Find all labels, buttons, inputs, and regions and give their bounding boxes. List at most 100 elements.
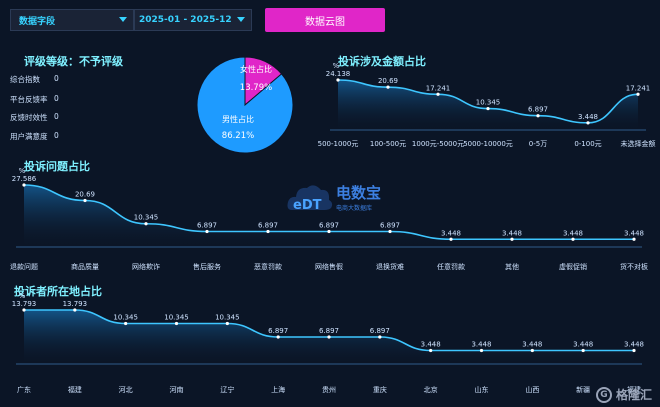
data-label: 3.448 [578, 113, 598, 121]
unit-label: % [19, 292, 26, 300]
data-point [632, 237, 636, 241]
x-tick-label: 虚假促销 [559, 262, 587, 271]
rating-item-label: 平台反馈率 [10, 95, 48, 104]
data-label: 6.897 [319, 221, 339, 229]
data-label: 13.793 [63, 300, 88, 308]
x-tick-label: 恶意罚款 [254, 262, 282, 271]
x-tick-label: 福建 [627, 385, 641, 394]
data-point [336, 78, 340, 82]
chevron-down-icon [119, 17, 127, 22]
data-label: 6.897 [380, 221, 400, 229]
x-tick-label: 商品质量 [71, 262, 99, 271]
rating-item: 平台反馈率 0 [10, 94, 59, 105]
data-point [124, 321, 128, 326]
rating-item: 用户满意度 0 [10, 131, 59, 142]
data-point [571, 237, 575, 241]
data-label: 6.897 [268, 327, 288, 335]
issue-area-chart: %27.586 退款问题 20.69 商品质量 10.345 网络欺诈 6.897 售后服务 6… [10, 167, 648, 271]
amount-chart-title: 投诉涉及金额占比 [338, 55, 426, 68]
x-tick-label: 北京 [424, 385, 438, 394]
data-point [388, 229, 392, 234]
data-cloud-button[interactable]: 数据云图 [265, 8, 385, 32]
data-point [479, 348, 484, 353]
x-tick-label: 山东 [475, 385, 489, 394]
data-label: 6.897 [319, 327, 339, 335]
x-tick-label: 500-1000元 [318, 140, 359, 148]
data-label: 3.448 [624, 229, 644, 237]
x-tick-label: 0-5万 [529, 140, 547, 148]
data-label: 3.448 [421, 341, 441, 349]
data-point [436, 92, 440, 96]
data-label: 10.345 [215, 313, 240, 321]
data-label: 24.138 [326, 70, 351, 78]
x-tick-label: 0-100元 [574, 140, 601, 148]
rating-title: 评级等级：不予评级 [24, 55, 123, 68]
x-tick-label: 上海 [271, 385, 285, 394]
x-tick-label: 辽宁 [220, 385, 234, 394]
data-point [632, 348, 636, 353]
field-select-label: 数据字段 [19, 16, 56, 27]
data-label: 3.448 [441, 229, 461, 237]
amount-area-chart: %24.138 500-1000元 20.69 100-500元 17.241 1000元… [318, 62, 656, 148]
x-tick-label: 5000-10000元 [463, 140, 513, 148]
x-tick-label: 山西 [525, 385, 539, 394]
data-label: 3.448 [471, 341, 491, 349]
x-tick-label: 其他 [505, 262, 519, 271]
data-label: 3.448 [624, 341, 644, 349]
rating-item-value: 0 [54, 94, 59, 103]
field-select[interactable]: 数据字段 [10, 9, 134, 31]
data-point [327, 229, 331, 234]
x-tick-label: 未选择金额 [621, 139, 656, 148]
data-label: 3.448 [502, 229, 522, 237]
watermark-icon: G [595, 386, 612, 403]
data-label: 6.897 [370, 327, 390, 335]
pie-label: 男性占比 [222, 114, 254, 124]
x-tick-label: 河南 [170, 385, 184, 394]
x-tick-label: 货不对板 [620, 262, 648, 271]
x-tick-label: 任意罚款 [437, 262, 465, 271]
cloud-logo-icon: eDT 电数宝 电商大数据库 [287, 184, 381, 213]
area-fill [338, 80, 638, 130]
data-point [386, 85, 390, 89]
data-label: 3.448 [573, 341, 593, 349]
data-label: 10.345 [113, 313, 138, 321]
pie-value-label: 86.21% [222, 131, 254, 141]
rating-item-value: 0 [54, 131, 59, 140]
data-point [449, 237, 453, 241]
area-fill [24, 185, 634, 247]
data-label: 20.69 [378, 77, 398, 85]
data-label: 6.897 [197, 221, 217, 229]
chevron-down-icon [237, 17, 245, 22]
edt-logo: eDT 电数宝 电商大数据库 [286, 176, 396, 216]
gender-pie-chart: 女性占比 13.79% 男性占比 86.21% [196, 56, 294, 154]
data-label: 3.448 [563, 229, 583, 237]
pie-value-label: 13.79% [240, 83, 272, 93]
rating-item-label: 综合指数 [10, 75, 40, 84]
data-point [205, 229, 209, 234]
rating-item-label: 用户满意度 [10, 132, 48, 141]
unit-label: % [333, 62, 340, 70]
x-tick-label: 网络售假 [315, 262, 343, 271]
pie-label: 女性占比 [240, 64, 272, 74]
x-tick-label: 售后服务 [193, 262, 221, 271]
data-label: 10.345 [476, 99, 501, 107]
date-range-select[interactable]: 2025-01 - 2025-12 [134, 9, 252, 31]
data-label: 17.241 [626, 84, 651, 92]
data-label: 13.793 [12, 300, 37, 308]
watermark-text: 格隆汇 [615, 388, 652, 402]
x-tick-label: 新疆 [576, 385, 590, 394]
logo-main: 电数宝 [336, 184, 381, 202]
x-tick-label: 广东 [17, 385, 31, 394]
region-area-chart: %13.793广东13.793福建10.345河北10.345河南10.345辽… [12, 292, 644, 394]
data-point [73, 308, 77, 312]
data-label: 17.241 [426, 84, 451, 92]
data-point [276, 335, 280, 339]
rating-item-value: 0 [54, 112, 59, 121]
data-label: 27.586 [12, 175, 37, 183]
data-label: 3.448 [522, 341, 542, 349]
rating-item: 反馈时效性 0 [10, 112, 59, 123]
x-tick-label: 河北 [119, 386, 133, 394]
data-point [144, 222, 148, 226]
data-point [83, 198, 87, 203]
issue-chart-title: 投诉问题占比 [24, 160, 90, 173]
